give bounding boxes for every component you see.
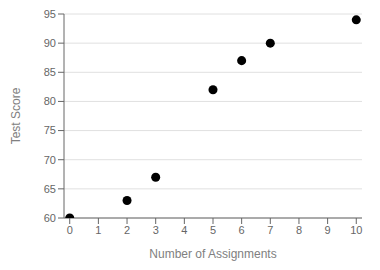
svg-text:95: 95 xyxy=(44,8,56,20)
svg-text:80: 80 xyxy=(44,95,56,107)
svg-text:65: 65 xyxy=(44,183,56,195)
svg-text:3: 3 xyxy=(153,224,159,236)
svg-text:85: 85 xyxy=(44,66,56,78)
svg-text:5: 5 xyxy=(210,224,216,236)
svg-text:9: 9 xyxy=(325,224,331,236)
svg-text:70: 70 xyxy=(44,154,56,166)
svg-text:2: 2 xyxy=(124,224,130,236)
svg-text:6: 6 xyxy=(239,224,245,236)
svg-text:90: 90 xyxy=(44,37,56,49)
svg-text:4: 4 xyxy=(181,224,187,236)
svg-text:75: 75 xyxy=(44,124,56,136)
svg-text:Test Score: Test Score xyxy=(9,87,23,144)
svg-text:60: 60 xyxy=(44,212,56,224)
svg-text:8: 8 xyxy=(296,224,302,236)
svg-text:1: 1 xyxy=(95,224,101,236)
svg-text:7: 7 xyxy=(267,224,273,236)
svg-text:Number of Assignments: Number of Assignments xyxy=(149,247,276,261)
svg-text:10: 10 xyxy=(350,224,362,236)
svg-text:0: 0 xyxy=(67,224,73,236)
